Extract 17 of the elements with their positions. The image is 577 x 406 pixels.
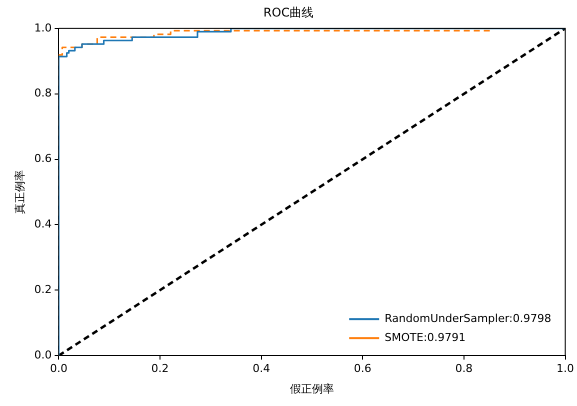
legend-label: RandomUnderSampler:0.9798: [384, 312, 552, 325]
y-tick-label: 0.8: [34, 86, 52, 100]
y-tick-label: 0.4: [34, 218, 52, 231]
x-tick-label: 0.2: [151, 362, 169, 376]
y-axis-title: 真正例率: [13, 170, 26, 214]
x-tick-label: 0.6: [354, 362, 372, 376]
y-tick-label: 1.0: [34, 21, 52, 34]
y-tick-label: 0.6: [34, 152, 52, 166]
x-axis-title: 假正例率: [290, 382, 334, 396]
legend-label: SMOTE:0.9791: [384, 330, 466, 344]
y-tick-label: 0.0: [34, 348, 52, 362]
y-tick-label: 0.2: [34, 283, 52, 296]
x-tick-label: 0.8: [455, 362, 473, 376]
chart-title: ROC曲线: [263, 5, 314, 20]
x-tick-label: 1.0: [556, 362, 574, 376]
x-tick-label: 0.0: [50, 362, 68, 376]
x-tick-label: 0.4: [252, 362, 270, 376]
